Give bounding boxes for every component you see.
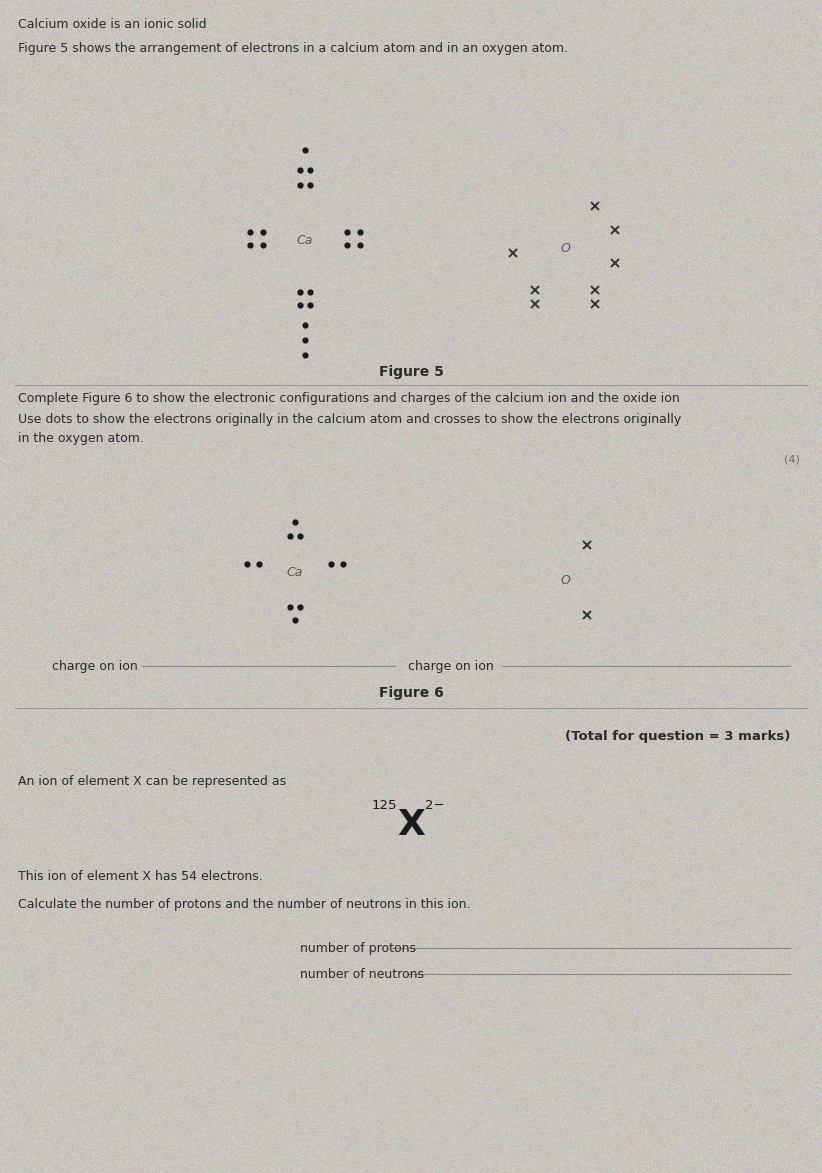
Text: Ca: Ca (297, 233, 313, 246)
Text: 2−: 2− (425, 799, 445, 812)
Text: Figure 5: Figure 5 (379, 365, 443, 379)
Text: charge on ion: charge on ion (52, 660, 138, 673)
Text: (Total for question = 3 marks): (Total for question = 3 marks) (565, 730, 790, 743)
Text: Figure 5 shows the arrangement of electrons in a calcium atom and in an oxygen a: Figure 5 shows the arrangement of electr… (18, 42, 568, 55)
Text: O: O (560, 242, 570, 255)
Text: This ion of element X has 54 electrons.: This ion of element X has 54 electrons. (18, 870, 263, 883)
Text: number of neutrons: number of neutrons (300, 968, 424, 981)
Text: Figure 6: Figure 6 (379, 686, 443, 700)
Text: Use dots to show the electrons originally in the calcium atom and crosses to sho: Use dots to show the electrons originall… (18, 413, 681, 426)
Text: Calculate the number of protons and the number of neutrons in this ion.: Calculate the number of protons and the … (18, 899, 470, 911)
Text: charge on ion: charge on ion (408, 660, 494, 673)
Text: in the oxygen atom.: in the oxygen atom. (18, 432, 144, 445)
Text: number of protons: number of protons (300, 942, 416, 955)
Text: Complete Figure 6 to show the electronic configurations and charges of the calci: Complete Figure 6 to show the electronic… (18, 392, 680, 405)
Text: X: X (397, 808, 425, 842)
Text: Ca: Ca (287, 565, 303, 578)
Text: Calcium oxide is an ionic solid: Calcium oxide is an ionic solid (18, 18, 206, 30)
Text: O: O (560, 574, 570, 586)
Text: 125: 125 (372, 799, 397, 812)
Text: (4): (4) (784, 455, 800, 465)
Text: An ion of element X can be represented as: An ion of element X can be represented a… (18, 775, 286, 788)
